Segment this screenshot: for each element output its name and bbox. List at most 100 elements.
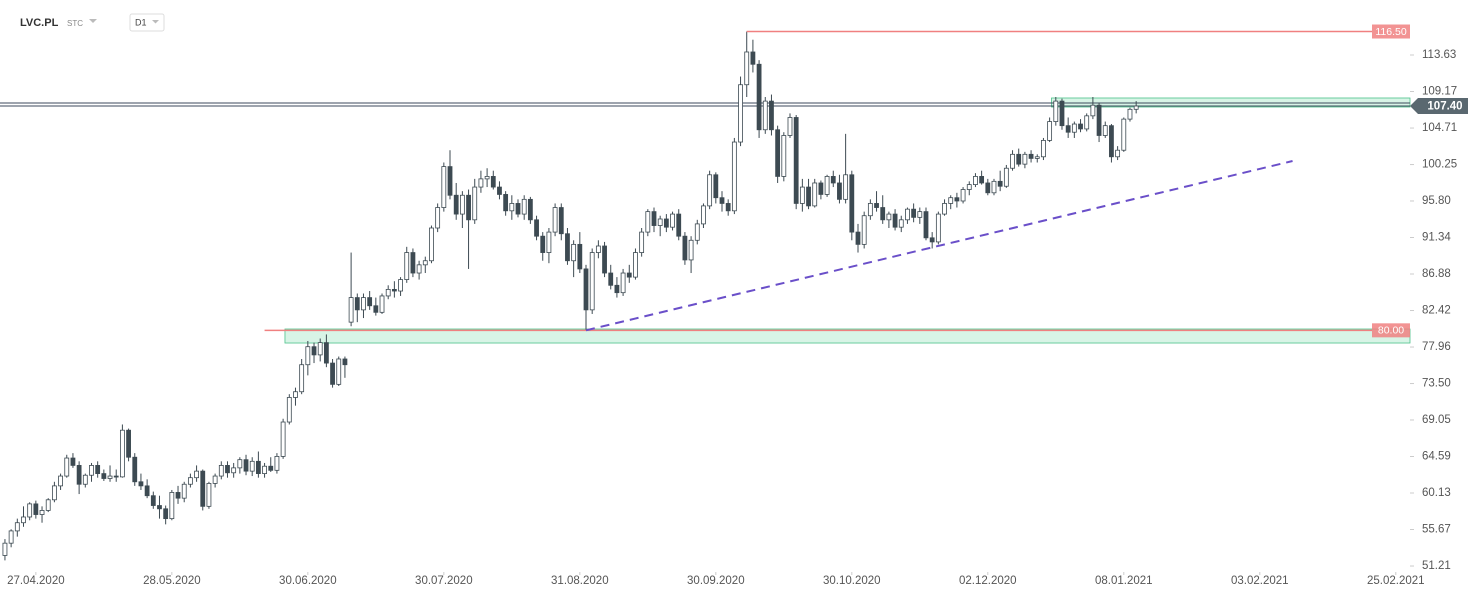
candle-body [583, 268, 589, 311]
candle-body [688, 239, 694, 261]
candle-body [633, 252, 638, 278]
candle-body [361, 297, 366, 311]
candle-body [490, 176, 496, 188]
candle-body [416, 264, 422, 274]
candle-body [602, 245, 607, 274]
candle-body [169, 492, 175, 520]
candle-body [144, 485, 150, 497]
candle-body [64, 457, 70, 477]
candle-body [1053, 100, 1059, 122]
interval: D1 [135, 17, 147, 27]
candle-body [255, 460, 261, 474]
candle-body [299, 364, 305, 393]
candle-body [1115, 149, 1121, 158]
candle-body [707, 174, 713, 207]
candle-body [336, 358, 342, 385]
last-price-label: 107.40 [1427, 101, 1462, 113]
candle-body [200, 470, 206, 507]
symbol: LVC.PL [20, 17, 59, 29]
candle-body [385, 288, 391, 297]
candle-body [1084, 115, 1090, 130]
candle-body [997, 180, 1003, 187]
candle-body [27, 503, 33, 518]
level-label: 116.50 [1375, 26, 1406, 38]
candle-body [119, 429, 125, 478]
candle-body [218, 465, 224, 477]
candle-body [806, 186, 811, 207]
candle-body [830, 176, 836, 184]
candle-body [237, 459, 243, 469]
candle-body [1096, 104, 1102, 136]
candle-body [478, 178, 484, 188]
x-tick-label: 30.06.2020 [279, 575, 337, 587]
candle-body [107, 475, 113, 479]
candle-body [534, 219, 539, 237]
candle-body [1102, 125, 1108, 136]
interval-selector[interactable] [129, 13, 165, 32]
candle-body [466, 194, 471, 221]
candle-body [527, 198, 533, 221]
candle-body [1041, 140, 1046, 158]
candle-body [410, 252, 416, 274]
candle-body [799, 186, 805, 204]
candle-body [373, 305, 379, 313]
candle-body [608, 272, 614, 286]
y-tick-label: 64.59 [1422, 451, 1451, 463]
candle-body [391, 288, 397, 292]
candle-body [274, 456, 280, 471]
candle-body [725, 203, 731, 212]
last-price-box [1410, 98, 1468, 115]
candle-body [515, 203, 521, 215]
y-tick-label: 104.71 [1422, 122, 1457, 134]
candle-body [503, 194, 509, 212]
candle-body [1078, 123, 1083, 130]
market-dropdown[interactable] [89, 19, 97, 23]
trendline [585, 160, 1293, 332]
candle-body [21, 516, 26, 524]
candle-body [206, 483, 212, 507]
candle-body [45, 499, 51, 511]
candle-body [157, 505, 162, 510]
market: STC [67, 19, 83, 28]
candle-body [249, 460, 255, 472]
candle-body [293, 391, 298, 398]
candle-body [546, 231, 552, 253]
candle-body [880, 207, 886, 221]
candle-body [793, 117, 799, 204]
candle-body [589, 252, 595, 311]
candle-body [58, 475, 63, 487]
candle-body [620, 272, 626, 294]
candle-body [911, 208, 917, 218]
candle-body [323, 342, 329, 364]
candle-body [459, 194, 465, 215]
y-tick-label: 82.42 [1422, 305, 1451, 317]
candle-body [231, 467, 237, 474]
candle-body [484, 176, 490, 180]
candle-body [132, 456, 138, 483]
candle-body [898, 219, 904, 228]
candle-body [14, 522, 20, 532]
candle-body [892, 213, 898, 228]
y-tick-label: 95.80 [1422, 195, 1451, 207]
candle-body [1034, 156, 1040, 159]
x-tick-label: 27.04.2020 [7, 575, 65, 587]
candle-body [1065, 125, 1071, 133]
candle-body [1016, 153, 1022, 165]
candle-body [973, 176, 978, 186]
candle-body [948, 197, 954, 204]
candle-body [181, 483, 187, 499]
candle-body [1022, 153, 1028, 165]
candle-body [731, 141, 737, 212]
candle-body [101, 473, 107, 479]
candle-body [651, 211, 657, 226]
candle-body [558, 207, 564, 235]
zone [1051, 97, 1411, 108]
candle-body [645, 211, 651, 233]
candle-body [762, 100, 768, 131]
candle-body [497, 186, 502, 195]
candle-body [781, 135, 787, 177]
candle-body [342, 358, 348, 366]
candle-body [51, 485, 57, 501]
